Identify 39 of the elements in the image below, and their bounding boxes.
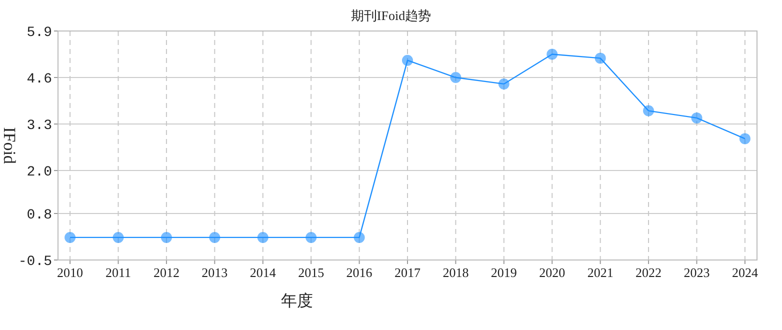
point — [643, 105, 654, 116]
point — [160, 232, 172, 243]
y-tick-label: 4.6 — [26, 72, 52, 88]
y-tick-label: 0.8 — [26, 207, 52, 224]
x-tick-label: 2023 — [684, 265, 710, 280]
point — [354, 232, 365, 243]
y-tick-label: -0.5 — [18, 254, 52, 270]
x-tick-label: 2015 — [298, 265, 324, 280]
x-tick-label: 2024 — [732, 265, 758, 280]
x-tick-label: 2012 — [153, 265, 180, 280]
point — [739, 133, 750, 144]
x-tick-label: 2014 — [250, 265, 276, 280]
x-tick-label: 2017 — [394, 265, 421, 280]
point — [498, 78, 510, 90]
chart-title: 期刊IFoid趋势 — [350, 8, 432, 23]
point — [209, 232, 220, 243]
x-tick-label: 2010 — [57, 265, 84, 280]
x-tick-label: 2020 — [539, 265, 566, 280]
x-tick-label: 2013 — [202, 265, 228, 280]
y-tick-label: 2.0 — [26, 164, 52, 181]
point — [450, 72, 462, 84]
x-tick-label: 2022 — [636, 265, 662, 280]
point — [64, 232, 76, 243]
point — [691, 112, 702, 124]
y-tick-label: 5.9 — [26, 25, 52, 41]
point — [402, 54, 413, 66]
y-tick-label: 3.3 — [26, 118, 52, 134]
x-tick-label: 2019 — [490, 265, 517, 280]
point — [594, 52, 606, 64]
x-tick-label: 2021 — [587, 265, 614, 280]
x-axis-title: 年度 — [281, 292, 313, 310]
point — [546, 48, 558, 60]
point — [306, 232, 317, 243]
x-tick-label: 2011 — [105, 265, 132, 280]
x-tick-label: 2016 — [346, 265, 373, 280]
y-axis-title: IFoid — [0, 127, 19, 164]
point — [112, 232, 124, 243]
x-tick-label: 2018 — [442, 265, 469, 280]
point — [257, 232, 268, 243]
